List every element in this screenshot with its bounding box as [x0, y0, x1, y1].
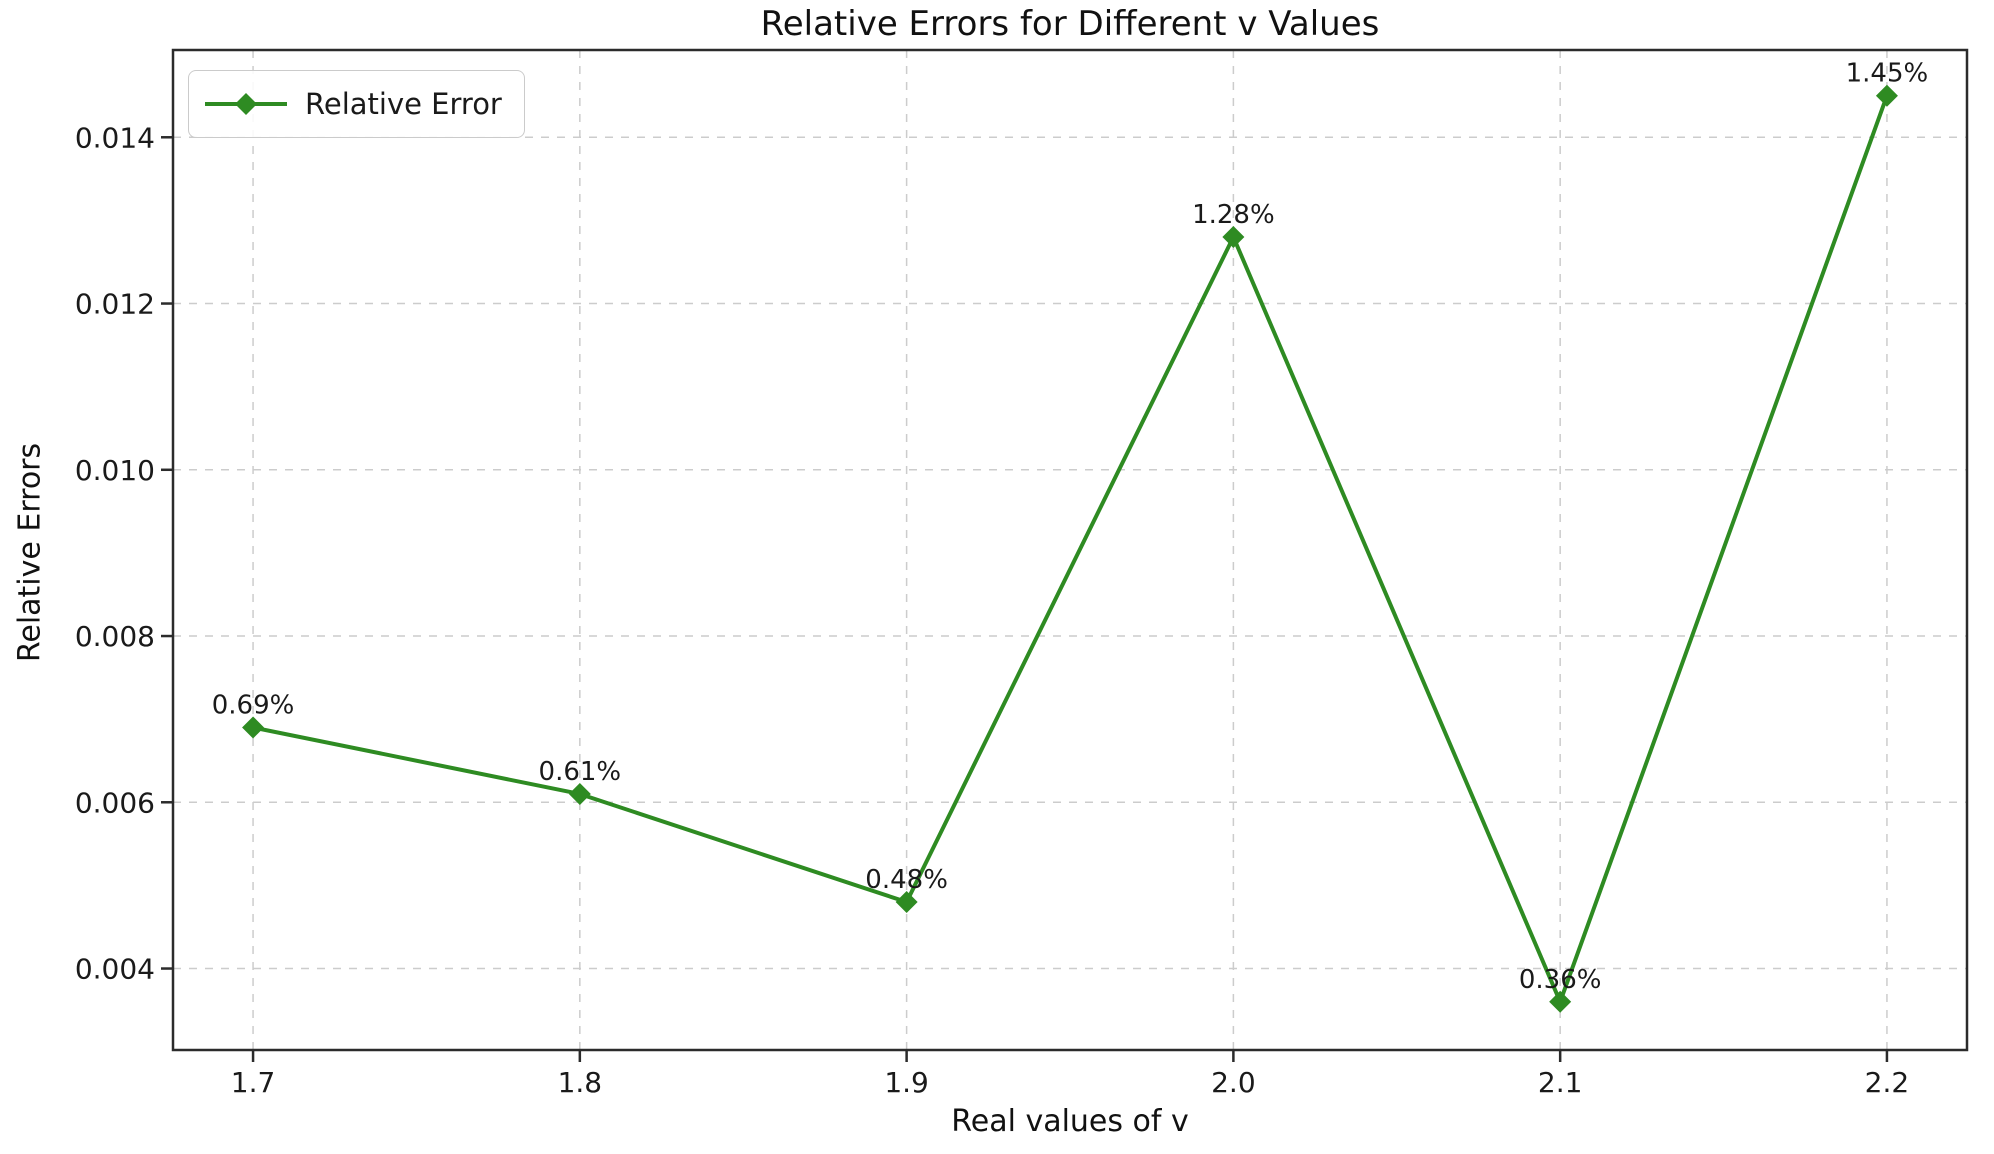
y-tick-label: 0.014 [75, 121, 155, 154]
x-tick-label: 2.0 [1211, 1066, 1256, 1099]
point-label-1.7: 0.69% [212, 690, 295, 720]
data-point-2.0 [1222, 226, 1245, 249]
point-label-2.1: 0.36% [1519, 965, 1602, 995]
data-point-1.9 [895, 891, 918, 914]
legend-marker-icon [205, 93, 287, 115]
x-tick-label: 2.2 [1865, 1066, 1910, 1099]
point-label-2.2: 1.45% [1846, 59, 1929, 89]
data-point-1.8 [568, 782, 591, 805]
chart-title: Relative Errors for Different v Values [760, 4, 1380, 44]
x-tick-label: 1.8 [558, 1066, 603, 1099]
y-tick-label: 0.010 [75, 454, 155, 487]
y-tick-label: 0.004 [75, 953, 155, 986]
data-point-2.1 [1549, 990, 1572, 1013]
x-tick-label: 1.7 [231, 1066, 276, 1099]
axes-spines [171, 48, 1969, 1052]
y-tick-label: 0.012 [75, 288, 155, 321]
data-point-1.7 [242, 716, 265, 739]
point-label-1.9: 0.48% [865, 865, 948, 895]
series-line [251, 93, 1889, 1004]
x-tick-label: 1.9 [884, 1066, 929, 1099]
x-tick-label: 2.1 [1538, 1066, 1583, 1099]
data-point-2.2 [1875, 84, 1898, 107]
point-label-2.0: 1.28% [1192, 200, 1275, 230]
point-label-1.8: 0.61% [539, 757, 622, 787]
legend: Relative Error [188, 70, 525, 138]
legend-label: Relative Error [305, 87, 502, 121]
y-tick-label: 0.008 [75, 620, 155, 653]
y-tick-label: 0.006 [75, 786, 155, 819]
y-axis-label: Relative Errors [12, 442, 48, 663]
x-axis-label: Real values of v [951, 1104, 1189, 1139]
